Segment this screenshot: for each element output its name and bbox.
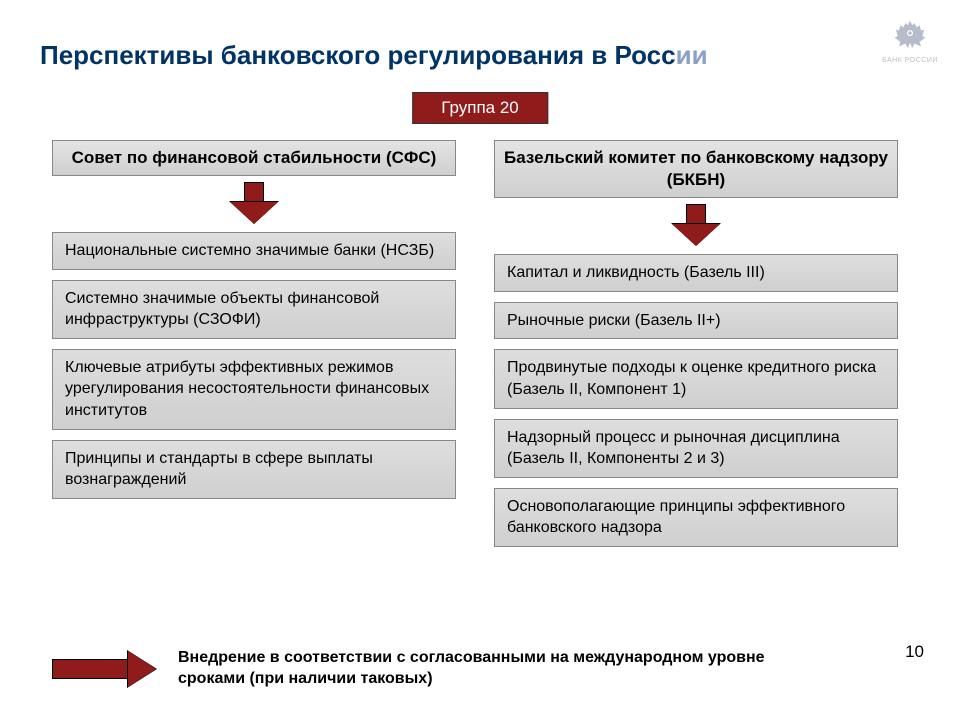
left-item: Системно значимые объекты финансовой инф… bbox=[52, 280, 456, 339]
right-item: Рыночные риски (Базель II+) bbox=[494, 302, 898, 340]
title-main: Перспективы банковского регулирования в … bbox=[40, 40, 676, 70]
right-item: Продвинутые подходы к оценке кредитного … bbox=[494, 349, 898, 408]
left-item: Принципы и стандарты в сфере выплаты воз… bbox=[52, 440, 456, 499]
slide-title: Перспективы банковского регулирования в … bbox=[40, 40, 708, 71]
left-item: Ключевые атрибуты эффективных режимов ур… bbox=[52, 349, 456, 430]
left-item: Национальные системно значимые банки (НС… bbox=[52, 232, 456, 270]
right-arrow-icon bbox=[52, 651, 162, 687]
left-column: Совет по финансовой стабильности (СФС) Н… bbox=[52, 140, 456, 509]
bank-russia-logo: БАНК РОССИИ bbox=[880, 8, 940, 68]
logo-caption: БАНК РОССИИ bbox=[882, 57, 938, 64]
right-item: Основополагающие принципы эффективного б… bbox=[494, 488, 898, 547]
left-arrow-wrap bbox=[52, 182, 456, 226]
right-item: Надзорный процесс и рыночная дисциплина … bbox=[494, 419, 898, 478]
left-header: Совет по финансовой стабильности (СФС) bbox=[52, 140, 456, 176]
right-header: Базельский комитет по банковскому надзор… bbox=[494, 140, 898, 198]
page-number: 10 bbox=[905, 642, 924, 662]
eagle-emblem-icon bbox=[888, 12, 932, 56]
down-arrow-icon bbox=[230, 182, 278, 226]
down-arrow-icon bbox=[672, 204, 720, 248]
right-arrow-wrap bbox=[494, 204, 898, 248]
footer-text: Внедрение в соответствии с согласованным… bbox=[178, 648, 798, 690]
footer-row: Внедрение в соответствии с согласованным… bbox=[52, 648, 798, 690]
title-dim: ии bbox=[676, 40, 708, 70]
group-20-box: Группа 20 bbox=[412, 92, 548, 124]
right-column: Базельский комитет по банковскому надзор… bbox=[494, 140, 898, 557]
right-item: Капитал и ликвидность (Базель III) bbox=[494, 254, 898, 292]
